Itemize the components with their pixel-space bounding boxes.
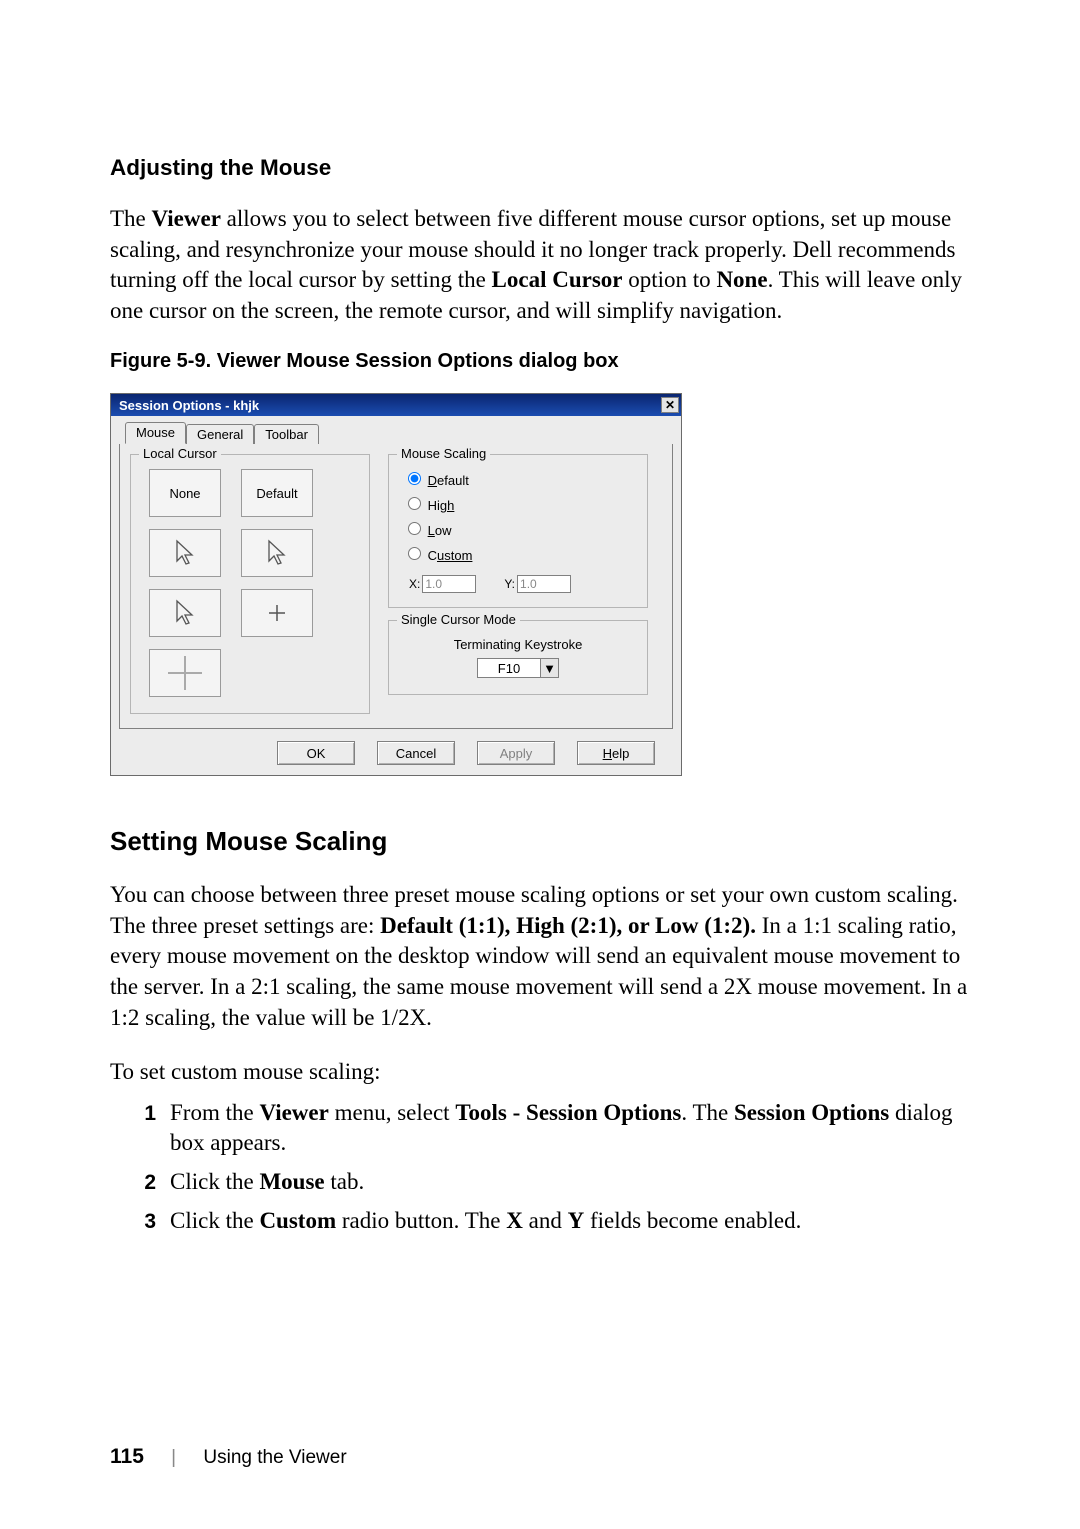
txt: Custom xyxy=(259,1208,336,1233)
txt: Local Cursor xyxy=(492,267,623,292)
step-1: 1 From the Viewer menu, select Tools - S… xyxy=(130,1098,980,1159)
heading-setting-mouse-scaling: Setting Mouse Scaling xyxy=(110,826,980,857)
cursor-default-button[interactable]: Default xyxy=(241,469,313,517)
txt: Session Options xyxy=(734,1100,889,1125)
cursor-arrow-3-button[interactable] xyxy=(149,589,221,637)
txt: From the xyxy=(170,1100,259,1125)
single-cursor-mode-group: Single Cursor Mode Terminating Keystroke… xyxy=(388,620,648,695)
close-icon[interactable]: ✕ xyxy=(661,397,679,413)
step-number: 3 xyxy=(130,1206,156,1237)
footer-section: Using the Viewer xyxy=(203,1447,346,1468)
tab-strip: Mouse General Toolbar xyxy=(125,422,673,444)
cursor-none-button[interactable]: None xyxy=(149,469,221,517)
arrow-cursor-icon xyxy=(174,539,196,567)
arrow-cursor-icon xyxy=(266,539,288,567)
steps-intro: To set custom mouse scaling: xyxy=(110,1057,980,1088)
step-3: 3 Click the Custom radio button. The X a… xyxy=(130,1206,980,1237)
heading-adjusting-mouse: Adjusting the Mouse xyxy=(110,155,980,181)
txt: fields become enabled. xyxy=(584,1208,801,1233)
tab-mouse[interactable]: Mouse xyxy=(125,422,186,444)
figure-caption: Figure 5-9. Viewer Mouse Session Options… xyxy=(110,350,980,373)
txt: tab. xyxy=(325,1169,365,1194)
select-value: F10 xyxy=(478,661,540,676)
dialog-titlebar: Session Options - khjk ✕ xyxy=(111,394,681,416)
cursor-arrow-2-button[interactable] xyxy=(241,529,313,577)
plus-cursor-icon xyxy=(267,603,287,623)
session-options-dialog: Session Options - khjk ✕ Mouse General T… xyxy=(110,393,682,776)
tab-toolbar[interactable]: Toolbar xyxy=(254,424,319,444)
cursor-arrow-1-button[interactable] xyxy=(149,529,221,577)
help-button[interactable]: Help xyxy=(577,741,655,765)
cursor-crosshair-button[interactable] xyxy=(149,649,221,697)
page-number: 115 xyxy=(110,1445,144,1468)
step-2: 2 Click the Mouse tab. xyxy=(130,1167,980,1198)
scaling-low-radio[interactable]: Low xyxy=(403,519,633,538)
scaling-default-radio[interactable]: Default xyxy=(403,469,633,488)
ok-button[interactable]: OK xyxy=(277,741,355,765)
scaling-paragraph: You can choose between three preset mous… xyxy=(110,880,980,1033)
tab-general[interactable]: General xyxy=(186,424,254,444)
txt: Click the xyxy=(170,1169,259,1194)
cancel-button[interactable]: Cancel xyxy=(377,741,455,765)
txt: Click the xyxy=(170,1208,259,1233)
mouse-scaling-group: Mouse Scaling Default High Low Custom X:… xyxy=(388,454,648,608)
txt: None xyxy=(716,267,767,292)
cursor-plus-button[interactable] xyxy=(241,589,313,637)
apply-button[interactable]: Apply xyxy=(477,741,555,765)
txt: Viewer xyxy=(152,206,221,231)
mouse-scaling-title: Mouse Scaling xyxy=(397,446,490,461)
y-input[interactable] xyxy=(517,575,571,593)
txt: Default (1:1), High (2:1), or Low (1:2). xyxy=(380,913,756,938)
step-number: 1 xyxy=(130,1098,156,1159)
chevron-down-icon[interactable]: ▼ xyxy=(540,659,558,677)
terminating-keystroke-label: Terminating Keystroke xyxy=(403,637,633,652)
x-label: X: xyxy=(409,577,420,591)
txt: radio button. The xyxy=(336,1208,506,1233)
x-input[interactable] xyxy=(422,575,476,593)
arrow-cursor-icon xyxy=(174,599,196,627)
dialog-title: Session Options - khjk xyxy=(119,398,661,413)
local-cursor-title: Local Cursor xyxy=(139,446,221,461)
txt: Mouse xyxy=(259,1169,324,1194)
page-footer: 115 | Using the Viewer xyxy=(110,1445,347,1469)
txt: The xyxy=(110,206,152,231)
txt: and xyxy=(523,1208,568,1233)
y-label: Y: xyxy=(504,577,515,591)
step-number: 2 xyxy=(130,1167,156,1198)
txt: option to xyxy=(623,267,717,292)
txt: . The xyxy=(681,1100,734,1125)
scaling-high-radio[interactable]: High xyxy=(403,494,633,513)
local-cursor-group: Local Cursor None Default xyxy=(130,454,370,714)
single-cursor-title: Single Cursor Mode xyxy=(397,612,520,627)
txt: Y xyxy=(568,1208,585,1233)
terminating-keystroke-select[interactable]: F10 ▼ xyxy=(477,658,559,678)
scaling-custom-radio[interactable]: Custom xyxy=(403,544,633,563)
txt: Viewer xyxy=(259,1100,328,1125)
txt: Tools - Session Options xyxy=(455,1100,681,1125)
footer-divider: | xyxy=(171,1447,176,1468)
crosshair-cursor-icon xyxy=(168,656,202,690)
txt: menu, select xyxy=(329,1100,455,1125)
txt: X xyxy=(506,1208,523,1233)
intro-paragraph: The Viewer allows you to select between … xyxy=(110,204,980,326)
